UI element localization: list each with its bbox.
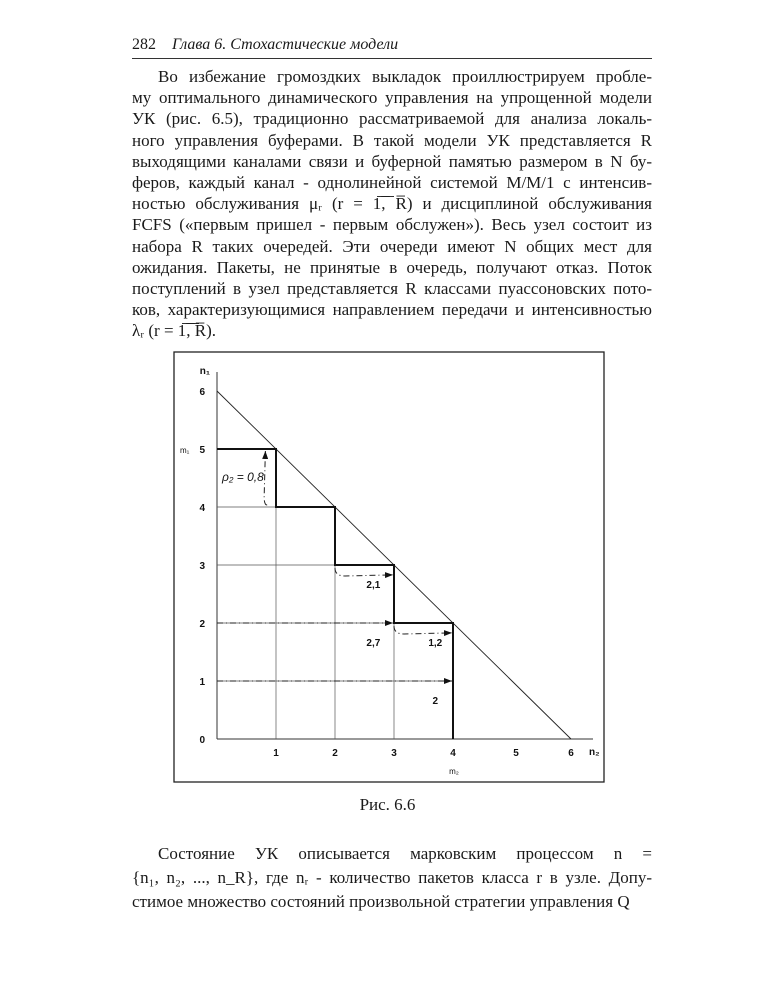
running-header: 282 Глава 6. Стохастические модели [132, 36, 652, 54]
m2-label: m₂ [449, 767, 459, 776]
text-line: Состояние УК описывается марковским проц… [158, 844, 652, 863]
y-tick-label: 3 [199, 561, 205, 572]
figure-frame [173, 351, 605, 783]
x-axis-label: n₂ [589, 747, 600, 758]
y-tick-label: 1 [199, 677, 205, 688]
arrow-2-1 [334, 567, 394, 579]
y-tick-label: 5 [199, 445, 205, 456]
x-tick-label: 4 [450, 748, 456, 759]
text-line: УК (рис. 6.5), традиционно рассматриваем… [132, 109, 652, 129]
annotation-label: 2,7 [366, 638, 380, 649]
text-line: выходящими каналами связи и буферной пам… [132, 151, 652, 171]
y-tick-label: 6 [199, 387, 205, 398]
m1-label: m₁ [180, 446, 190, 455]
text-line: {n₁, n₂, ..., n_R}, где nᵣ - количество … [132, 868, 652, 887]
page-number: 282 [132, 36, 156, 53]
text-line: ностью обслуживания μᵣ (r = 1̅,̅ ̅R̅) и … [132, 194, 652, 214]
header-rule [132, 58, 652, 59]
y-axis-label: n₁ [200, 366, 210, 377]
text-line: му оптимального динамического управления… [132, 88, 652, 108]
text-line: ожидания. Пакеты, не принятые в очередь,… [132, 257, 652, 277]
chapter-title: Глава 6. Стохастические модели [172, 36, 399, 53]
annotation-label: 2 [433, 696, 439, 707]
arrow-rho2 [262, 450, 269, 506]
control-boundary [217, 448, 454, 739]
text-line: FCFS («первым пришел - первым обслужен»)… [132, 215, 652, 235]
y-tick-label: 4 [199, 503, 205, 514]
x-tick-label: 1 [273, 748, 279, 759]
text-line: поступлений в узел представляется R клас… [132, 279, 652, 299]
y-tick-label: 0 [199, 735, 205, 746]
annotation-label: 1,2 [428, 638, 442, 649]
text-line: стимое множество состояний произвольной … [132, 892, 630, 911]
y-tick-label: 2 [199, 619, 205, 630]
text-line: ков, характеризующимися направлением пер… [132, 300, 652, 320]
x-tick-label: 2 [332, 748, 338, 759]
text-line: ного управления буферами. В такой модели… [132, 130, 652, 150]
figure-caption: Рис. 6.6 [359, 795, 416, 814]
annotation-label: ρ₂ = 0,8 [221, 470, 264, 484]
x-tick-label: 5 [513, 748, 519, 759]
annotation-label: 2,1 [366, 580, 380, 591]
x-tick-label: 6 [568, 748, 574, 759]
paragraph-2: Состояние УК описывается марковским проц… [132, 842, 652, 914]
paragraph-1: Во избежание громоздких выкладок проиллю… [132, 66, 652, 342]
text-line: феров, каждый канал - однолинейной систе… [132, 173, 652, 193]
arrow-1-2 [393, 625, 453, 637]
x-tick-label: 3 [391, 748, 397, 759]
text-line: Во избежание громоздких выкладок проиллю… [158, 67, 652, 86]
text-line: λᵣ (r = 1̅,̅ ̅R̅). [132, 321, 217, 341]
text-line: набора R таких очередей. Эти очереди име… [132, 236, 652, 256]
